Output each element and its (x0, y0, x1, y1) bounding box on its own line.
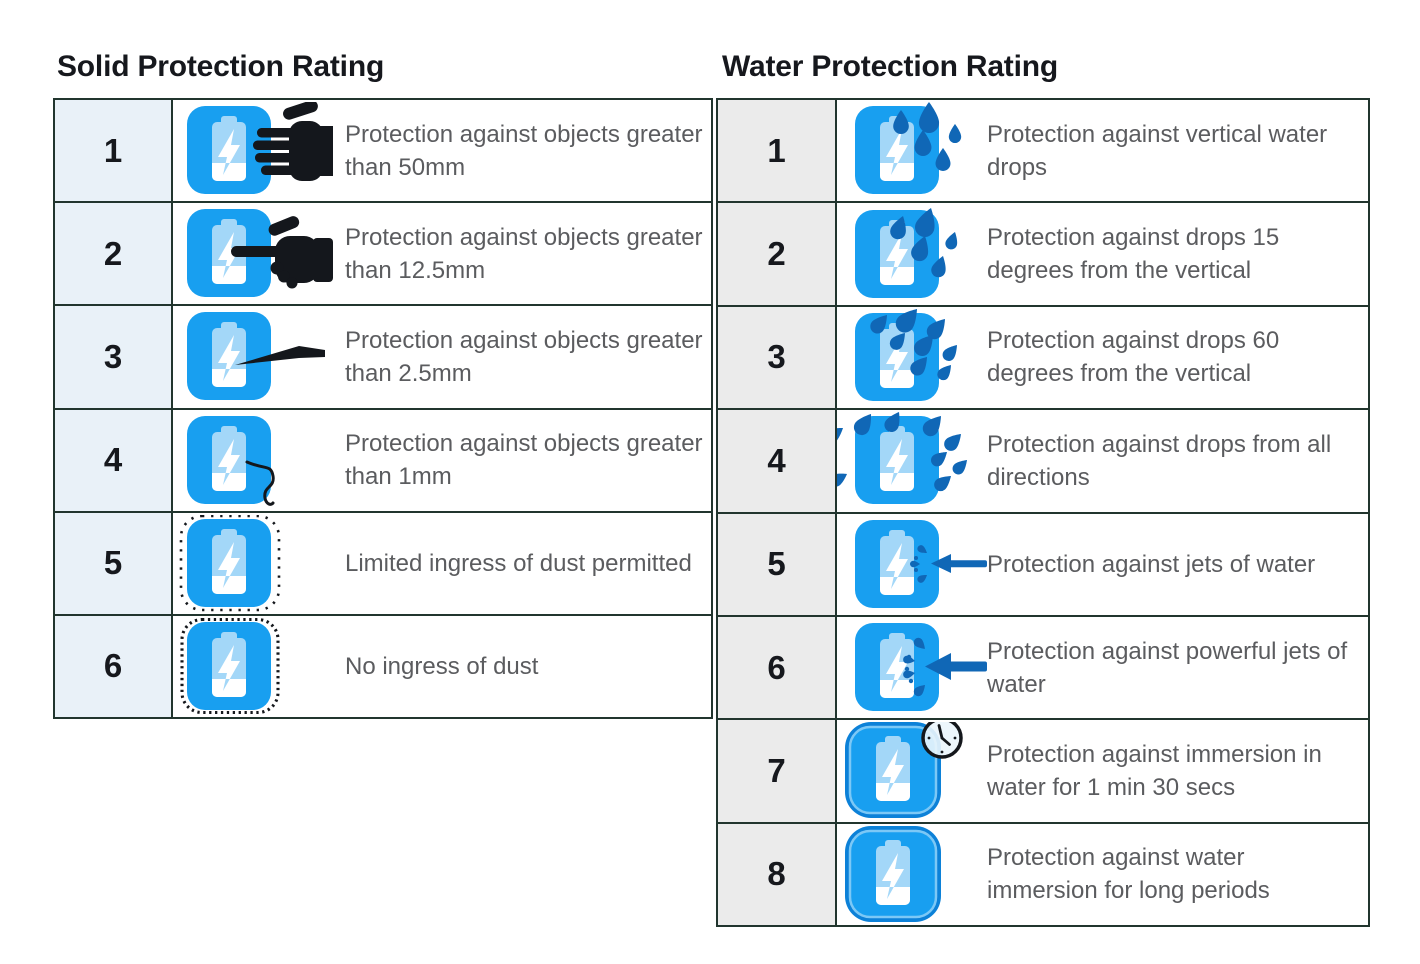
icon-cell (837, 824, 987, 925)
rating-number: 4 (718, 410, 837, 512)
battery-drops-60-icon (855, 308, 957, 401)
rating-number: 1 (718, 100, 837, 202)
table-row: 7 Protection against immersion in water … (718, 718, 1368, 822)
rating-description: Protection against objects greater than … (345, 223, 703, 284)
battery-hand-icon (187, 102, 333, 195)
rating-number: 6 (718, 616, 837, 719)
table-row: 4 Protection against drops from all dire… (718, 408, 1368, 512)
rating-number: 8 (718, 823, 837, 925)
rating-description: Protection against objects greater than … (345, 120, 703, 181)
table-row: 1 Protection against vertical water drop… (718, 100, 1368, 202)
rating-description: Limited ingress of dust permitted (345, 549, 692, 577)
icon-cell (837, 410, 987, 511)
solid-protection-table: 1 Protection against objects greater tha… (53, 98, 713, 719)
battery-dust-sealed-icon (180, 617, 280, 714)
icon-cell (173, 306, 345, 407)
rating-description: Protection against objects greater than … (345, 430, 703, 491)
icon-cell (837, 100, 987, 201)
icon-cell (173, 410, 345, 511)
battery-water-jet-icon (855, 519, 987, 608)
battery-timed-immersion-icon (845, 722, 963, 819)
table-row: 5 Protection against jets of water (718, 511, 1368, 615)
table-row: 2 Protection against drops 15 degrees fr… (718, 201, 1368, 305)
battery-finger-icon (187, 209, 333, 298)
rating-description: No ingress of dust (345, 652, 539, 680)
table-row: 3 Protection against drops 60 degrees fr… (718, 304, 1368, 409)
water-rating-title: Water Protection Rating (722, 50, 1058, 83)
icon-cell (837, 514, 987, 615)
table-row: 4 Protection against objects greater tha… (55, 407, 711, 511)
rating-description: Protection against drops 15 degrees from… (987, 224, 1280, 285)
table-row: 6 Protection against powerful jets of wa… (718, 614, 1368, 719)
rating-description: Protection against water immersion for l… (987, 844, 1270, 905)
rating-description: Protection against vertical water drops (987, 120, 1328, 181)
icon-cell (837, 307, 987, 408)
icon-cell (837, 617, 987, 718)
table-row: 1 Protection against objects greater tha… (55, 100, 711, 202)
rating-number: 4 (55, 409, 173, 511)
icon-cell (173, 513, 345, 614)
icon-cell (837, 203, 987, 304)
rating-description: Protection against objects greater than … (345, 326, 703, 387)
rating-number: 5 (718, 513, 837, 615)
table-row: 8 Protection against water immersion for… (718, 821, 1368, 925)
solid-rating-title: Solid Protection Rating (57, 50, 385, 83)
battery-dust-limited-icon (179, 514, 281, 612)
rating-number: 1 (55, 100, 173, 202)
rating-number: 3 (718, 306, 837, 409)
rating-description: Protection against immersion in water fo… (987, 740, 1322, 801)
rating-description: Protection against drops 60 degrees from… (987, 327, 1280, 388)
rating-number: 3 (55, 306, 173, 408)
rating-number: 5 (55, 512, 173, 614)
icon-cell (173, 100, 345, 201)
water-protection-table: 1 Protection against vertical water drop… (716, 98, 1370, 927)
table-row: 6 No ingress of dust (55, 613, 711, 718)
icon-cell (173, 203, 345, 304)
rating-number: 2 (718, 203, 837, 305)
table-row: 5 Limited ingress of dust permitted (55, 510, 711, 614)
icon-cell (173, 616, 345, 717)
rating-number: 7 (718, 720, 837, 822)
battery-powerful-jet-icon (855, 623, 987, 712)
battery-wire-icon (187, 415, 275, 506)
table-row: 2 Protection against objects greater tha… (55, 201, 711, 305)
rating-description: Protection against powerful jets of wate… (987, 637, 1348, 698)
rating-number: 6 (55, 615, 173, 718)
battery-drops-all-directions-icon (837, 412, 967, 505)
rating-description: Protection against jets of water (987, 550, 1316, 578)
rating-description: Protection against drops from all direct… (987, 430, 1332, 491)
table-row: 3 Protection against objects greater tha… (55, 304, 711, 408)
battery-vertical-drops-icon (855, 102, 962, 195)
rating-number: 2 (55, 203, 173, 305)
battery-probe-icon (187, 312, 325, 401)
icon-cell (837, 720, 987, 821)
battery-drops-15-icon (855, 207, 958, 298)
battery-long-immersion-icon (845, 825, 941, 922)
